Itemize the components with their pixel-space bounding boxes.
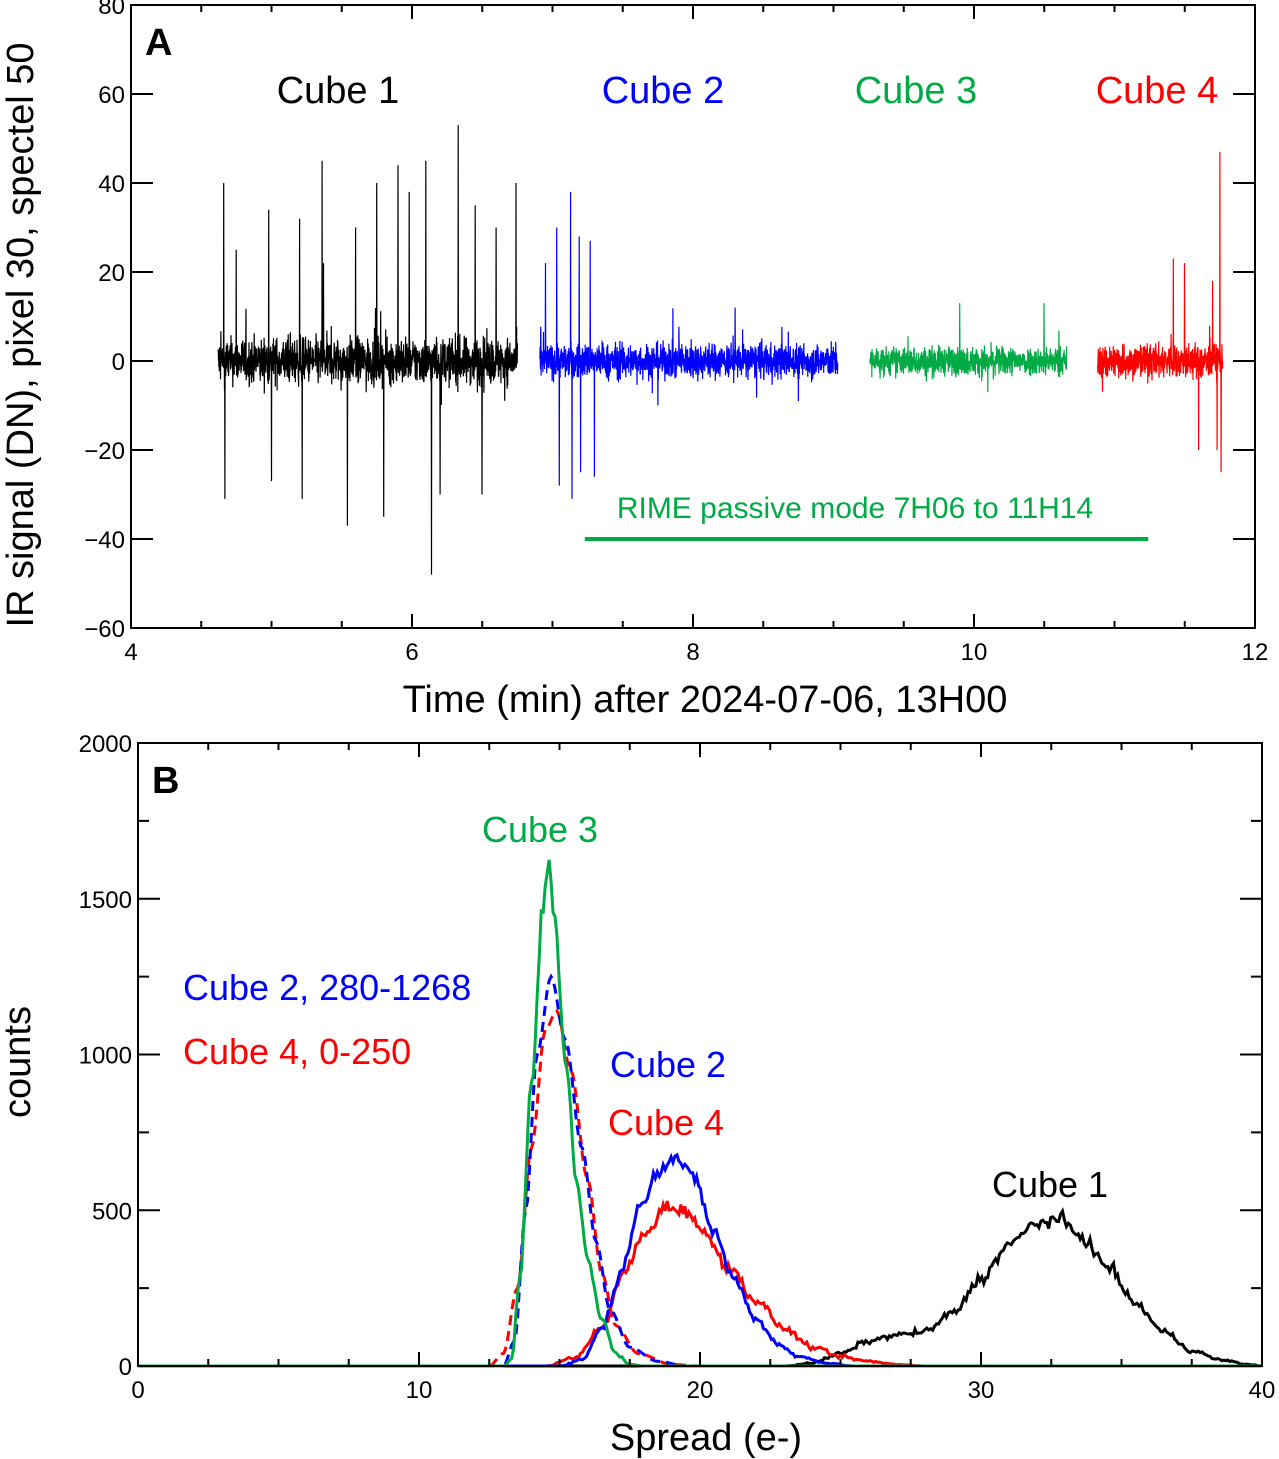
legend-cube4-dashed: Cube 4, 0-250 [183, 1031, 411, 1072]
panel-a: 4 6 8 10 12 80 60 40 20 0 −20 −40 −60 A Cube 1 Cube … [0, 0, 1268, 721]
x-tick-label: 20 [687, 1377, 714, 1404]
series-cube-3 [869, 303, 1068, 393]
cube2-label-a: Cube 2 [602, 70, 725, 112]
x-tick-label: 8 [686, 639, 699, 666]
x-tick-label: 30 [968, 1377, 995, 1404]
panel-a-series [217, 125, 1224, 575]
cube1-label-a: Cube 1 [277, 70, 400, 112]
hist-cube-4 [138, 1198, 1262, 1368]
series-cube-2 [539, 191, 839, 499]
x-tick-label: 10 [406, 1377, 433, 1404]
y-tick-label: 20 [98, 260, 125, 287]
legend-cube3: Cube 3 [482, 809, 598, 850]
panel-b: 0 10 20 30 40 2000 1500 1000 500 0 B Cube 3 Cube … [0, 731, 1275, 1459]
panel-b-label: B [152, 760, 179, 802]
y-tick-label: 40 [98, 171, 125, 198]
y-tick-label: −60 [84, 616, 125, 643]
panel-b-ticks: 0 10 20 30 40 2000 1500 1000 500 0 [79, 731, 1276, 1404]
x-tick-label: 4 [124, 639, 137, 666]
cube3-label-a: Cube 3 [855, 70, 978, 112]
y-tick-label: 60 [98, 82, 125, 109]
y-tick-label: 0 [119, 1354, 132, 1381]
legend-cube1: Cube 1 [992, 1164, 1108, 1205]
y-tick-label: 1000 [79, 1043, 132, 1070]
panel-b-xlabel: Spread (e-) [610, 1417, 802, 1459]
y-tick-label: −40 [84, 527, 125, 554]
panel-a-ticks: 4 6 8 10 12 80 60 40 20 0 −20 −40 −60 [84, 0, 1268, 666]
series-cube-4 [1097, 151, 1224, 473]
y-tick-label: 500 [92, 1198, 132, 1225]
y-tick-label: 1500 [79, 887, 132, 914]
series-cube-1 [217, 125, 518, 575]
x-tick-label: 12 [1242, 639, 1269, 666]
rime-passive-mode-label: RIME passive mode 7H06 to 11H14 [617, 492, 1093, 525]
legend-cube2: Cube 2 [610, 1044, 726, 1085]
panel-a-label: A [145, 22, 172, 64]
cube4-label-a: Cube 4 [1096, 70, 1219, 112]
panel-a-xlabel: Time (min) after 2024-07-06, 13H00 [403, 679, 1008, 721]
y-tick-label: −20 [84, 438, 125, 465]
x-tick-label: 0 [131, 1377, 144, 1404]
x-tick-label: 10 [961, 639, 988, 666]
panel-b-ylabel: counts [0, 1006, 39, 1118]
y-tick-label: 2000 [79, 731, 132, 758]
hist-cube-1 [138, 1207, 1262, 1368]
x-tick-label: 6 [405, 639, 418, 666]
legend-cube4: Cube 4 [608, 1102, 724, 1143]
x-tick-label: 40 [1249, 1377, 1276, 1404]
panel-a-ylabel: IR signal (DN), pixel 30, spectel 50 [0, 42, 42, 627]
legend-cube2-dashed: Cube 2, 280-1268 [183, 967, 471, 1008]
y-tick-label: 80 [98, 0, 125, 20]
y-tick-label: 0 [112, 349, 125, 376]
